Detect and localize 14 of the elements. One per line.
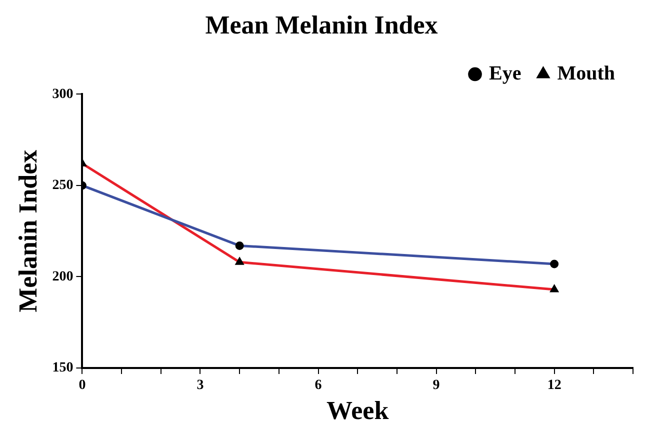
y-tick-label: 150 — [52, 360, 74, 376]
x-tick-label: 6 — [314, 378, 322, 394]
chart-title: Mean Melanin Index — [205, 10, 438, 40]
y-axis-title: Melanin Index — [13, 150, 42, 312]
legend-label: Mouth — [557, 62, 616, 84]
x-axis-title: Week — [326, 396, 390, 426]
x-tick-label: 9 — [432, 378, 440, 394]
x-tick-label: 0 — [78, 378, 86, 394]
x-tick-label: 12 — [547, 378, 562, 394]
y-tick-label: 300 — [52, 86, 74, 102]
legend-label: Eye — [489, 62, 522, 84]
y-tick-label: 200 — [52, 269, 74, 284]
y-tick-label: 250 — [52, 178, 74, 194]
x-tick-label: 3 — [196, 378, 204, 394]
